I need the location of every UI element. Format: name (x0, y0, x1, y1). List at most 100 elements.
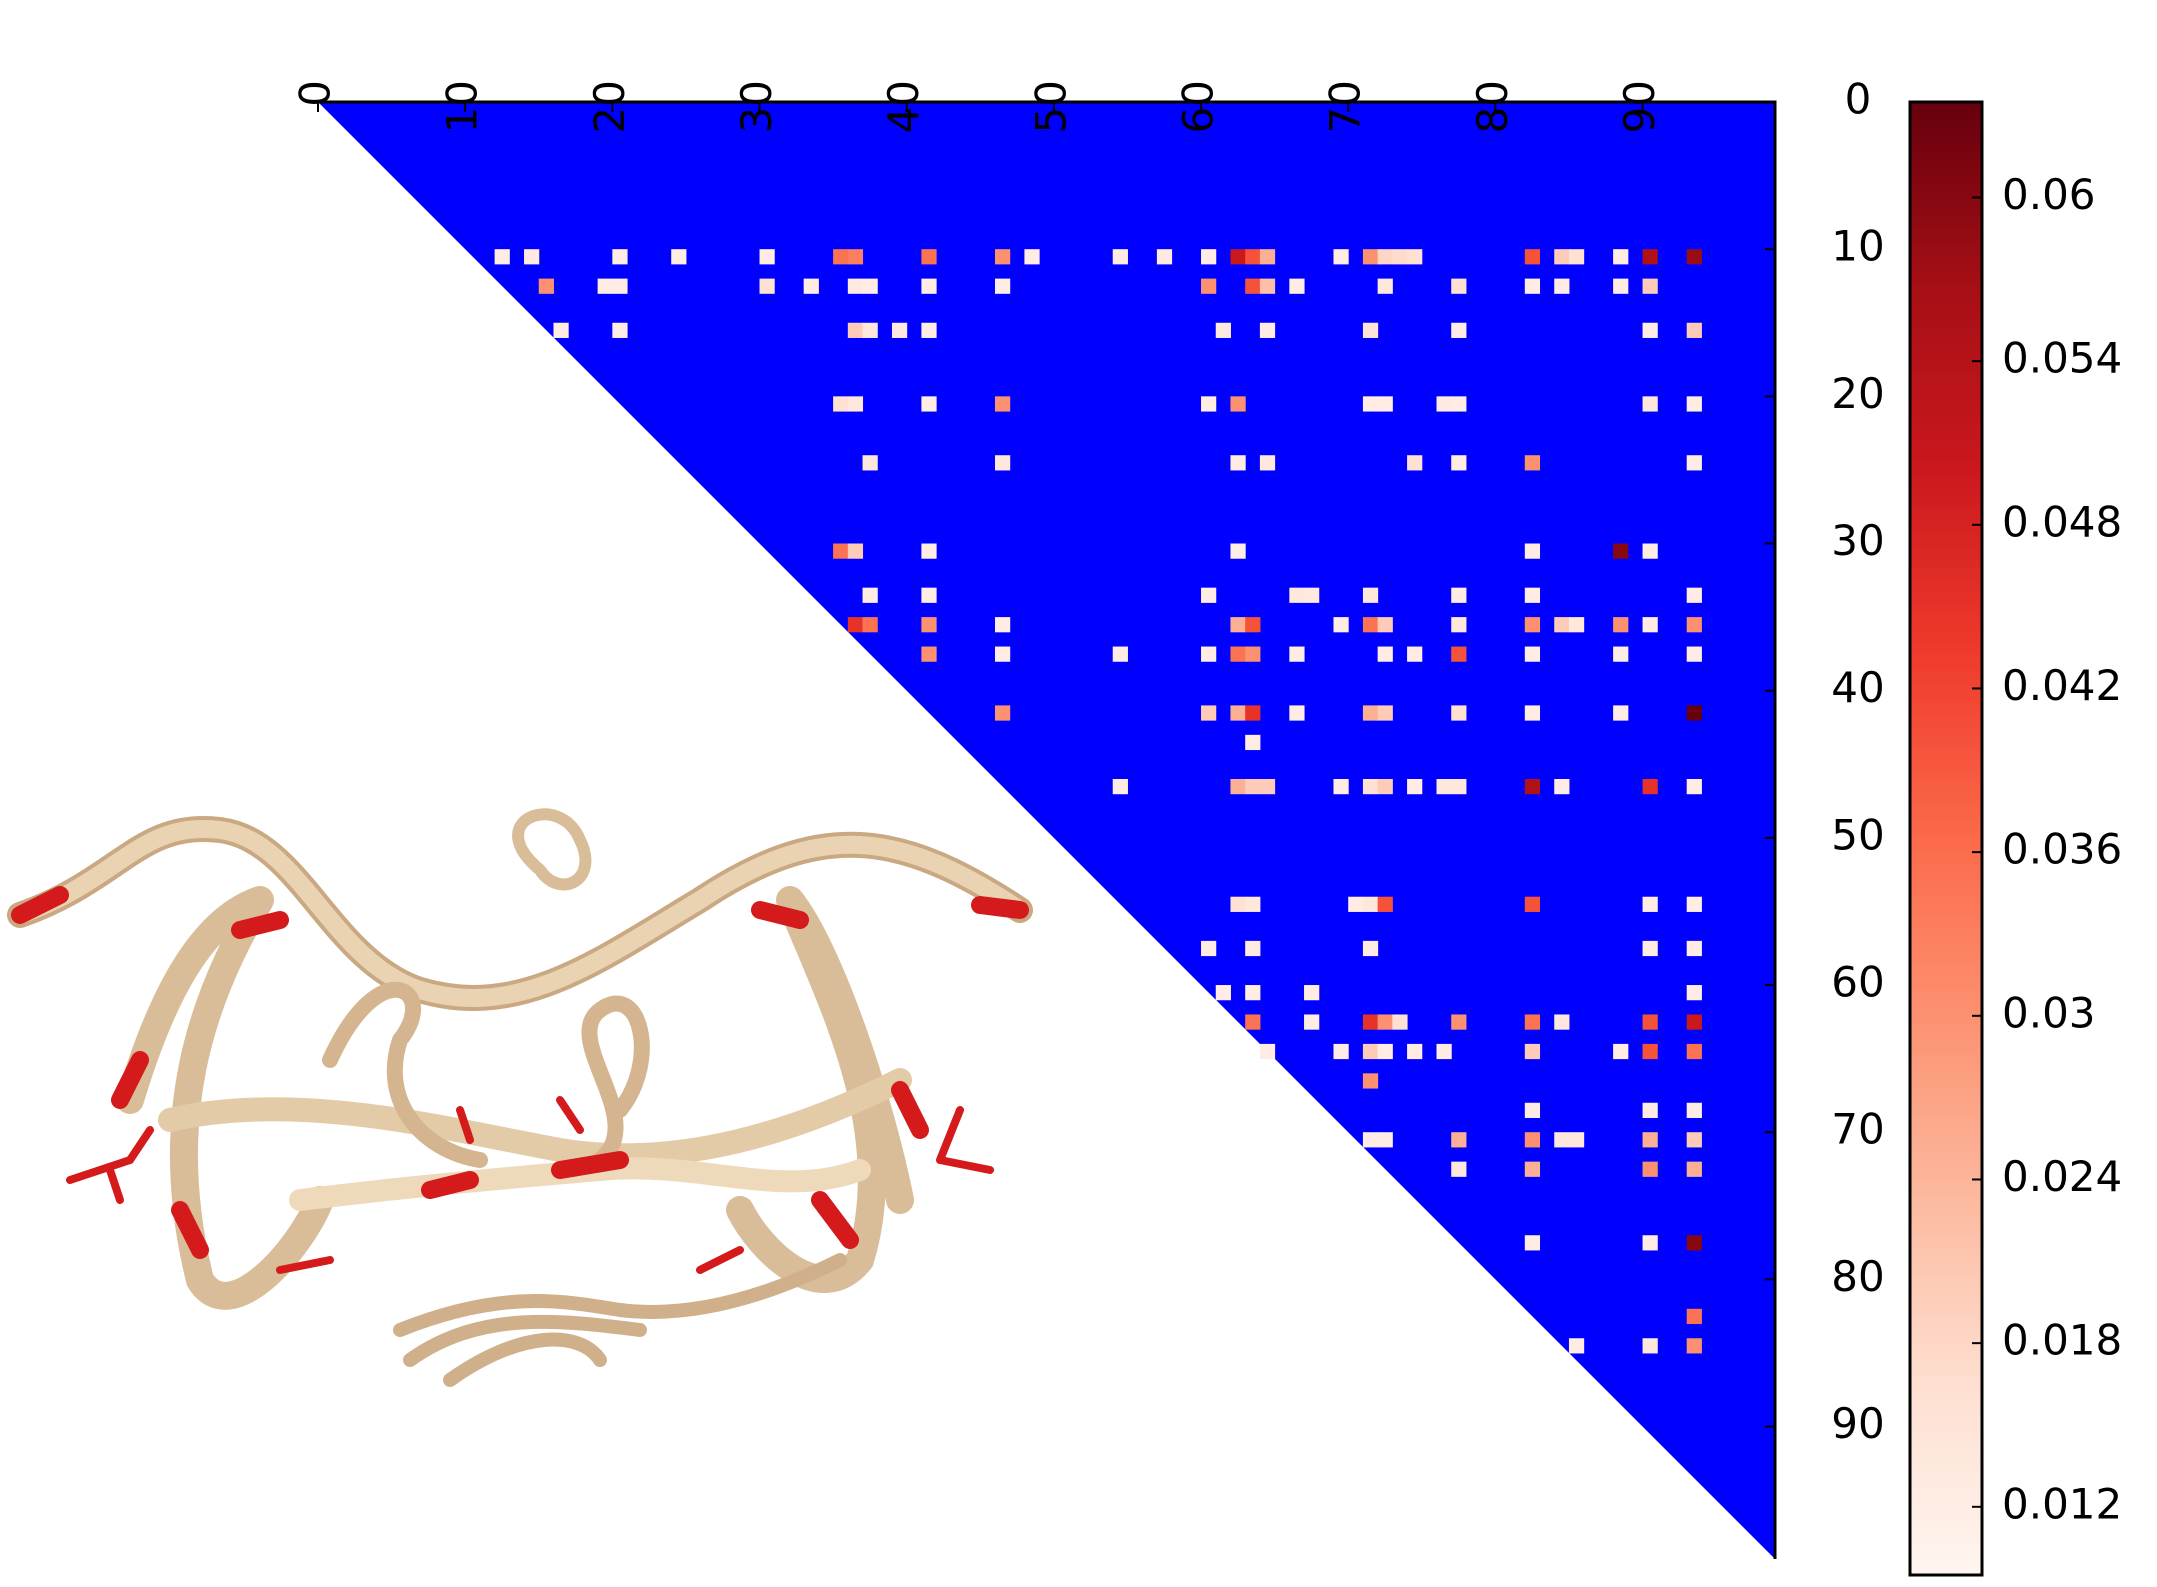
heatmap-cell (671, 249, 687, 265)
heatmap-cell (994, 455, 1011, 471)
heatmap-cell (1304, 985, 1320, 1001)
y-tick-label: 40 (1831, 663, 1884, 712)
protein-structure (7, 808, 1033, 1387)
y-tick-label: 30 (1831, 516, 1884, 565)
heatmap-cell (1289, 646, 1305, 662)
heatmap-cell (1642, 543, 1658, 559)
heatmap-cell (833, 396, 849, 412)
heatmap-cell (494, 249, 510, 265)
heatmap-cell (1407, 778, 1423, 795)
heatmap-cell (847, 322, 864, 338)
heatmap-cell (1156, 249, 1173, 265)
heatmap-cell (1686, 587, 1702, 603)
heatmap-cell (1259, 455, 1276, 471)
heatmap-cell (1686, 1338, 1702, 1354)
heatmap-cell (1524, 705, 1541, 721)
heatmap-cell (1524, 646, 1541, 662)
colorbar-tick-label: 0.054 (2002, 334, 2122, 383)
heatmap-cell (921, 322, 937, 338)
heatmap-cell (1686, 617, 1702, 633)
x-tick-label: 90 (1615, 80, 1664, 133)
heatmap-cell (833, 249, 849, 265)
heatmap-cell (1686, 455, 1702, 471)
heatmap-cell (759, 278, 775, 294)
heatmap-cell (1451, 617, 1467, 633)
heatmap-cell (1201, 646, 1217, 662)
heatmap-cell (1289, 278, 1305, 294)
heatmap-cell (1554, 1132, 1570, 1148)
heatmap-cell (1362, 1043, 1379, 1060)
heatmap-cell (1304, 587, 1320, 603)
heatmap-cell (1451, 1014, 1467, 1030)
heatmap-cell (1642, 617, 1658, 633)
heatmap-cell (1642, 1132, 1658, 1148)
heatmap-cell (1362, 778, 1379, 795)
heatmap-cell (1245, 896, 1261, 912)
heatmap-cell (1245, 778, 1261, 795)
heatmap-cell (1436, 778, 1452, 795)
heatmap-cell (1230, 543, 1246, 559)
heatmap-cell (1289, 705, 1305, 721)
heatmap-cell (1613, 249, 1629, 265)
heatmap-cell (1686, 1161, 1702, 1177)
heatmap-cell (1362, 940, 1379, 957)
heatmap-cell (1407, 249, 1423, 265)
heatmap-cell (1642, 322, 1658, 338)
colorbar-tick-label: 0.048 (2002, 497, 2122, 546)
heatmap-cell (1451, 278, 1467, 294)
heatmap-cell (1568, 617, 1585, 633)
heatmap-cell (1230, 646, 1246, 662)
heatmap-cell (1259, 1043, 1276, 1060)
heatmap-cell (1215, 322, 1231, 338)
heatmap-cell (994, 617, 1011, 633)
heatmap-cell (833, 543, 849, 559)
heatmap-cell (1451, 322, 1467, 338)
x-tick-label: 20 (585, 80, 634, 133)
heatmap-cell (1686, 322, 1702, 338)
heatmap-cell (1333, 1043, 1349, 1060)
heatmap-cell (1554, 278, 1570, 294)
heatmap-cell (994, 278, 1011, 294)
heatmap-cell (1642, 278, 1658, 294)
heatmap-cell (1392, 249, 1408, 265)
x-tick-label: 0 (291, 80, 340, 107)
colorbar-tick-label: 0.03 (2002, 988, 2096, 1037)
colorbar (1908, 100, 1984, 1577)
heatmap-cell (1568, 1338, 1585, 1354)
heatmap-cell (612, 322, 628, 338)
heatmap-cell (921, 587, 937, 603)
heatmap-cell (1230, 455, 1246, 471)
heatmap-cell (1362, 617, 1379, 633)
heatmap-cell (862, 617, 878, 633)
heatmap-cell (1245, 249, 1261, 265)
heatmap-cell (921, 617, 937, 633)
y-tick-label: 50 (1831, 810, 1884, 859)
heatmap-cell (1245, 646, 1261, 662)
heatmap-cell (1554, 617, 1570, 633)
heatmap-cell (1362, 322, 1379, 338)
y-tick-label: 10 (1831, 222, 1884, 271)
heatmap-cell (1377, 278, 1393, 294)
heatmap-cell (1524, 1014, 1541, 1030)
heatmap-cell (1451, 455, 1467, 471)
heatmap-cell (1377, 617, 1393, 633)
heatmap-cell (1524, 1235, 1541, 1251)
heatmap-cell (1613, 705, 1629, 721)
heatmap-cell (1524, 778, 1541, 795)
heatmap-cell (1451, 587, 1467, 603)
heatmap-cell (1451, 396, 1467, 412)
heatmap-cell (1436, 396, 1452, 412)
x-tick-label: 50 (1026, 80, 1075, 133)
heatmap-cell (1407, 646, 1423, 662)
heatmap-cell (1245, 705, 1261, 721)
heatmap-cell (1686, 985, 1702, 1001)
y-tick-label: 90 (1831, 1399, 1884, 1448)
heatmap-cell (1554, 778, 1570, 795)
x-tick-label: 30 (732, 80, 781, 133)
heatmap-cell (1112, 249, 1128, 265)
heatmap-cell (1377, 896, 1393, 912)
heatmap-cell (1642, 1043, 1658, 1060)
heatmap-cell (1377, 705, 1393, 721)
heatmap-cell (1201, 249, 1217, 265)
y-tick-label: 60 (1831, 958, 1884, 1007)
